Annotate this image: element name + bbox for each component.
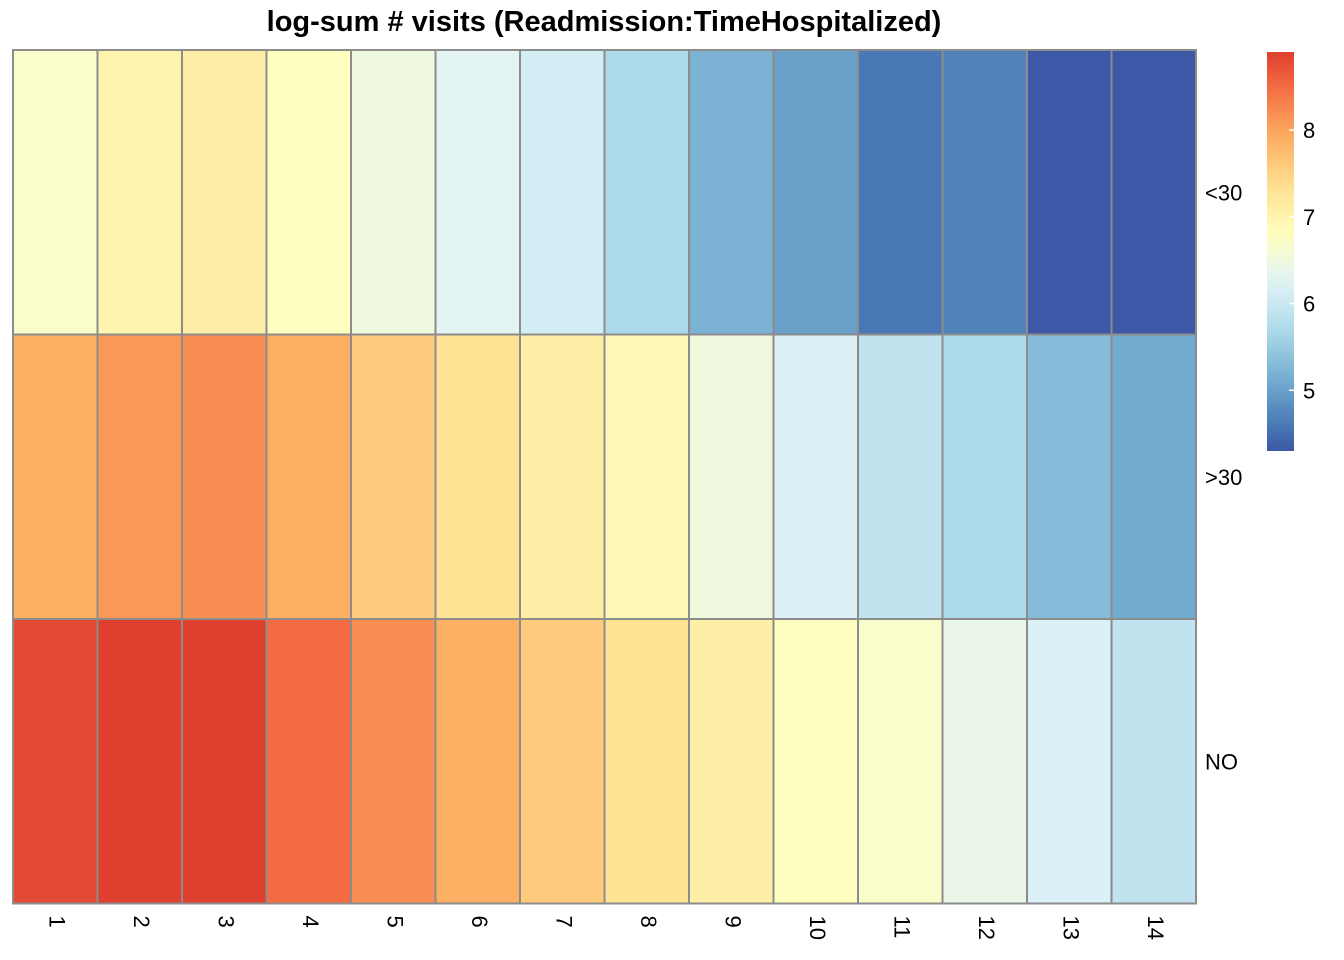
heatmap-cell xyxy=(265,618,352,905)
heatmap-cell xyxy=(519,618,606,905)
colorbar-gradient xyxy=(1267,52,1294,451)
heatmap-cell xyxy=(603,333,690,620)
heatmap-cell xyxy=(603,618,690,905)
row-label: NO xyxy=(1205,749,1238,774)
row-labels: <30 >30 NO xyxy=(1205,180,1242,774)
heatmap-cell xyxy=(181,333,268,620)
row-label: <30 xyxy=(1205,180,1242,205)
column-label: 1 xyxy=(44,916,69,928)
heatmap-cell xyxy=(96,333,183,620)
column-labels: 1 2 3 4 5 6 7 8 9 10 11 12 13 14 xyxy=(44,916,1168,940)
heatmap-cell xyxy=(603,49,690,336)
column-label: 4 xyxy=(298,916,323,928)
heatmap-cell xyxy=(1110,333,1197,620)
heatmap-cell xyxy=(519,49,606,336)
heatmap-cell xyxy=(434,618,521,905)
heatmap-cell xyxy=(772,333,859,620)
heatmap-cell xyxy=(96,49,183,336)
chart-title: log-sum # visits (Readmission:TimeHospit… xyxy=(267,6,942,38)
column-label: 11 xyxy=(889,916,914,939)
heatmap-cell xyxy=(688,618,775,905)
colorbar-tick-label: 5 xyxy=(1303,378,1315,403)
column-label: 3 xyxy=(213,916,238,928)
heatmap-cell xyxy=(1110,49,1197,336)
heatmap-cell xyxy=(434,333,521,620)
heatmap-cell xyxy=(434,49,521,336)
heatmap-cell xyxy=(857,333,944,620)
heatmap-cell xyxy=(1110,618,1197,905)
heatmap-cell xyxy=(688,49,775,336)
heatmap-cell xyxy=(688,333,775,620)
heatmap-cell xyxy=(941,49,1028,336)
column-label: 2 xyxy=(129,916,154,928)
column-label: 14 xyxy=(1143,916,1168,940)
heatmap-cell xyxy=(519,333,606,620)
colorbar-tick-label: 7 xyxy=(1303,205,1315,230)
heatmap-cell xyxy=(265,49,352,336)
colorbar-tick-label: 6 xyxy=(1303,292,1315,317)
heatmap-cell xyxy=(350,49,437,336)
heatmap-cell xyxy=(1026,333,1113,620)
heatmap-cells xyxy=(12,49,1197,905)
heatmap-cell xyxy=(941,618,1028,905)
heatmap-cell xyxy=(12,49,99,336)
heatmap-cell xyxy=(1026,618,1113,905)
heatmap-cell xyxy=(941,333,1028,620)
row-label: >30 xyxy=(1205,465,1242,490)
colorbar-tick-label: 8 xyxy=(1303,118,1315,143)
heatmap-cell xyxy=(857,49,944,336)
heatmap-cell xyxy=(12,333,99,620)
heatmap-cell xyxy=(181,49,268,336)
column-label: 10 xyxy=(805,916,830,940)
heatmap-cell xyxy=(1026,49,1113,336)
heatmap-cell xyxy=(350,333,437,620)
column-label: 5 xyxy=(382,916,407,928)
heatmap-cell xyxy=(181,618,268,905)
column-label: 9 xyxy=(720,916,745,928)
heatmap-cell xyxy=(12,618,99,905)
heatmap-cell xyxy=(772,49,859,336)
heatmap-cell xyxy=(772,618,859,905)
column-label: 13 xyxy=(1058,916,1083,940)
column-label: 12 xyxy=(974,916,999,940)
column-label: 8 xyxy=(636,916,661,928)
heatmap-cell xyxy=(857,618,944,905)
column-label: 6 xyxy=(467,916,492,928)
color-legend: 5 6 7 8 xyxy=(1267,52,1315,451)
column-label: 7 xyxy=(551,916,576,928)
heatmap-cell xyxy=(265,333,352,620)
heatmap-cell xyxy=(96,618,183,905)
heatmap-cell xyxy=(350,618,437,905)
